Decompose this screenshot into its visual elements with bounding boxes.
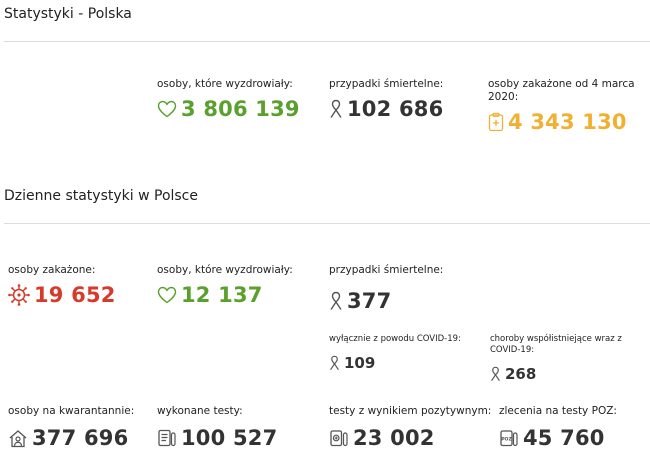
stat-label: osoby, które wyzdrowiały:: [157, 78, 293, 90]
section-title-poland: Statystyki - Polska: [4, 6, 132, 22]
stat-daily-infected: osoby zakażone: 19 652: [8, 264, 148, 307]
stat-total-recovered: osoby, które wyzdrowiały: 3 806 139: [157, 78, 317, 121]
clipboard-medical-icon: [488, 112, 504, 132]
stat-label: choroby współistniejące wraz z COVID-19:: [490, 334, 622, 355]
stat-label: wyłącznie z powodu COVID-19:: [329, 334, 461, 344]
stat-label: testy z wynikiem pozytywnym:: [329, 405, 492, 417]
stat-label: przypadki śmiertelne:: [329, 264, 444, 276]
stat-value: 377: [347, 289, 392, 313]
stat-value: 12 137: [181, 283, 263, 307]
section-title-daily: Dzienne statystyki w Polsce: [4, 188, 198, 204]
house-person-icon: [8, 429, 28, 448]
ribbon-icon: [490, 366, 501, 382]
stat-value: 4 343 130: [508, 110, 627, 134]
stat-value: 377 696: [32, 426, 129, 450]
stat-label: wykonane testy:: [157, 405, 243, 417]
stat-poz-orders: zlecenia na testy POZ: POZ 45 760: [499, 405, 644, 450]
stat-value: 23 002: [353, 426, 435, 450]
stat-deaths-covid-only: wyłącznie z powodu COVID-19: 109: [329, 334, 479, 372]
stat-value: 102 686: [347, 97, 444, 121]
positive-test-icon: [329, 428, 349, 448]
stat-value: 45 760: [523, 426, 605, 450]
stat-positive-tests: testy z wynikiem pozytywnym: 23 002: [329, 405, 494, 450]
heart-icon: [157, 286, 177, 304]
ribbon-icon: [329, 99, 343, 119]
stat-value: 100 527: [181, 426, 278, 450]
divider: [4, 41, 650, 42]
stat-total-infected: osoby zakażone od 4 marca 2020: 4 343 13…: [488, 78, 638, 134]
stat-label: osoby na kwarantannie:: [8, 405, 135, 417]
stat-total-deaths: przypadki śmiertelne: 102 686: [329, 78, 479, 121]
stat-label: zlecenia na testy POZ:: [499, 405, 617, 417]
stat-label: osoby zakażone od 4 marca 2020:: [488, 78, 635, 103]
svg-text:POZ: POZ: [501, 437, 512, 443]
stat-value: 3 806 139: [181, 97, 300, 121]
stat-value: 268: [505, 365, 537, 383]
virus-icon: [8, 284, 30, 306]
poz-order-icon: POZ: [499, 428, 519, 448]
stat-daily-deaths: przypadki śmiertelne: 377: [329, 264, 479, 313]
stat-value: 19 652: [34, 283, 116, 307]
stat-label: osoby, które wyzdrowiały:: [157, 264, 293, 276]
ribbon-icon: [329, 291, 343, 311]
stat-label: przypadki śmiertelne:: [329, 78, 444, 90]
stat-value: 109: [344, 354, 376, 372]
stat-label: osoby zakażone:: [8, 264, 96, 276]
heart-icon: [157, 100, 177, 118]
stat-deaths-comorbid: choroby współistniejące wraz z COVID-19:…: [490, 334, 642, 383]
stat-tests: wykonane testy: 100 527: [157, 405, 317, 450]
test-list-icon: [157, 428, 177, 448]
divider: [4, 223, 650, 224]
stat-daily-recovered: osoby, które wyzdrowiały: 12 137: [157, 264, 317, 307]
ribbon-icon: [329, 355, 340, 371]
stat-quarantine: osoby na kwarantannie: 377 696: [8, 405, 153, 450]
